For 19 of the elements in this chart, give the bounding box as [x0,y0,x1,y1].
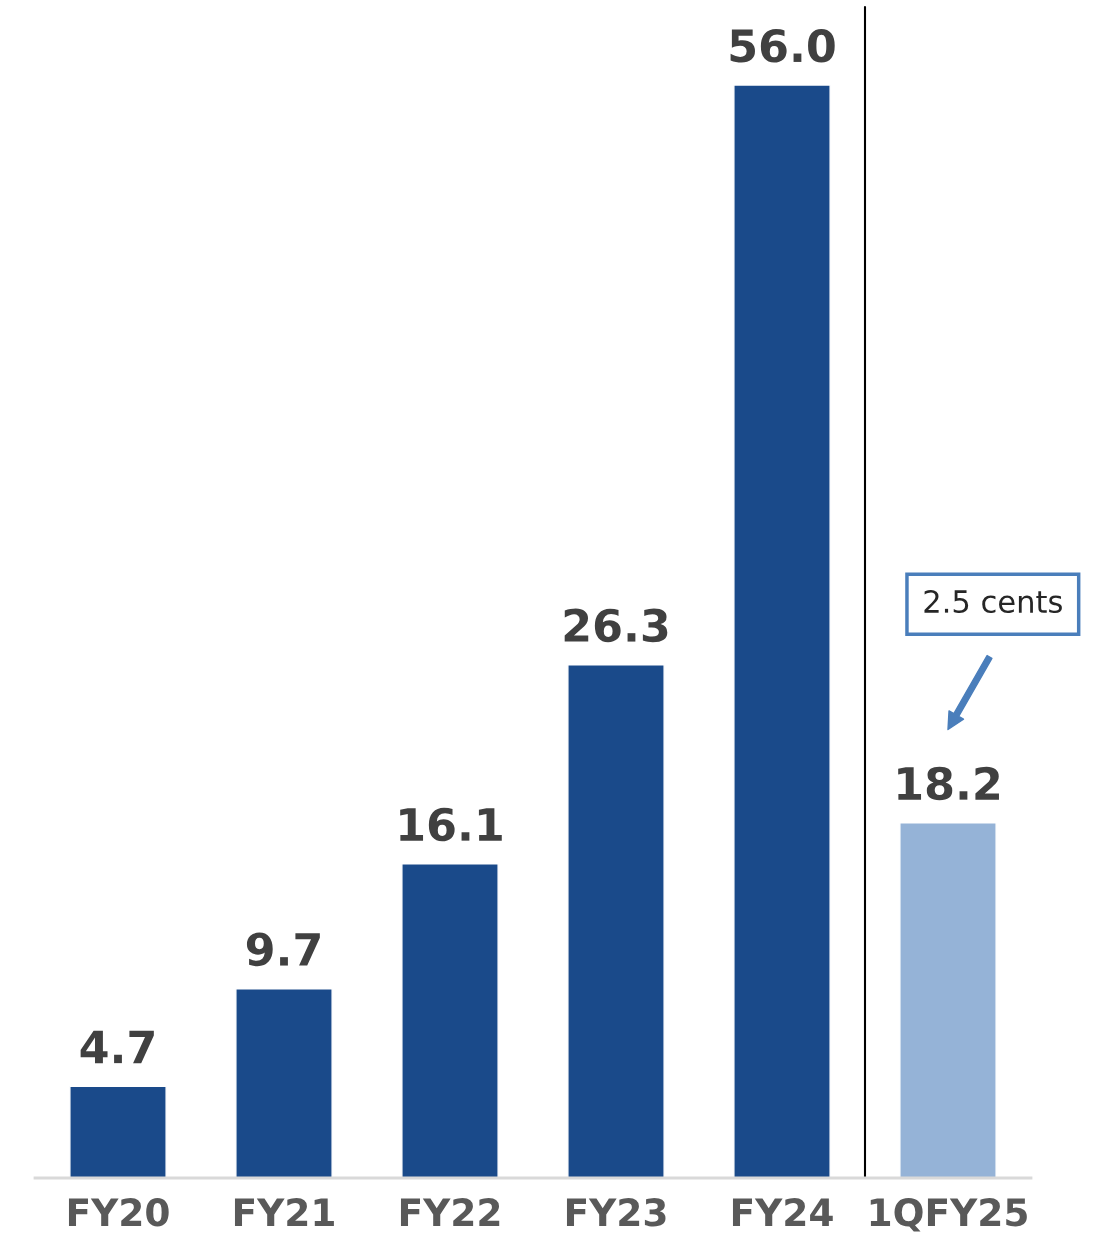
x-tick-label: FY20 [68,1198,169,1227]
data-label: 26.3 [564,608,668,643]
bar [733,84,831,1178]
data-label: 4.7 [80,1030,154,1064]
x-tick-label: FY24 [732,1198,833,1226]
data-label: 56.0 [730,28,835,63]
x-tick-label: FY21 [234,1198,334,1226]
x-tick-label: 1QFY25 [870,1198,1027,1232]
x-tick-label: FY22 [400,1198,500,1226]
annotation: 2.5 cents [924,589,1062,614]
data-label: 18.2 [898,766,999,801]
bar [235,987,333,1178]
bar [899,822,997,1178]
data-label: 16.1 [400,807,502,842]
bar [401,863,499,1178]
bar [567,664,665,1178]
x-tick-label: FY23 [566,1198,666,1227]
data-label: 9.7 [246,932,320,967]
bar [69,1085,167,1178]
